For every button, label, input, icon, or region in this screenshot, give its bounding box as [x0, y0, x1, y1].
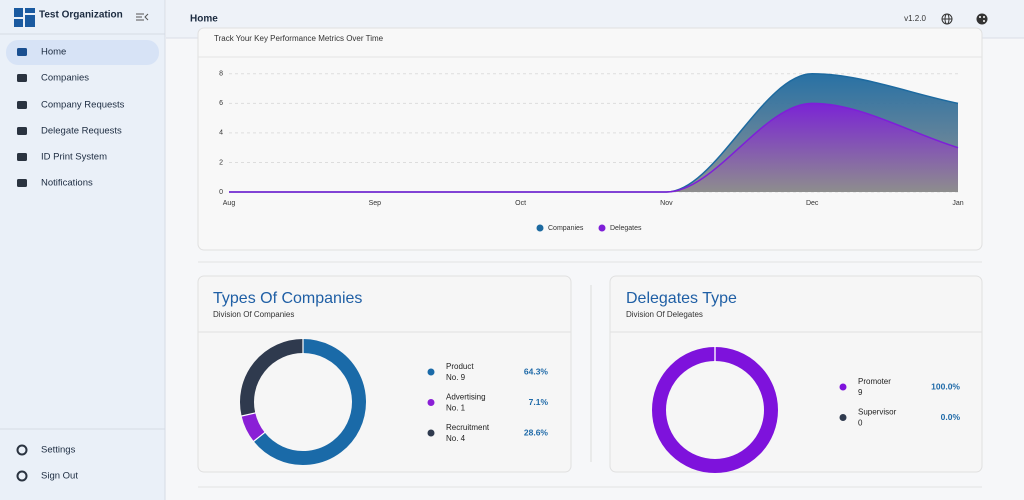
theme-icon[interactable] [976, 13, 988, 25]
sidebar [0, 0, 165, 500]
donut-segment [241, 412, 265, 442]
nav-icon [16, 444, 28, 456]
legend-count: No. 9 [446, 373, 466, 382]
nav-item[interactable]: Delegate Requests [41, 126, 122, 137]
card [197, 275, 572, 473]
card-title: Delegates Type [626, 290, 737, 307]
nav-active [6, 40, 159, 65]
legend-count: No. 1 [446, 404, 466, 413]
logo [14, 8, 35, 27]
nav-item[interactable]: Notifications [41, 178, 93, 189]
legend-label: Promoter [858, 377, 891, 386]
nav-item[interactable]: Settings [41, 445, 76, 456]
nav-item[interactable]: Home [41, 47, 66, 58]
legend-marker [839, 414, 847, 421]
legend-percent: 28.6% [524, 427, 549, 437]
legend-percent: 64.3% [524, 366, 549, 376]
card-subtitle: Division Of Companies [213, 310, 294, 319]
x-tick-label: Nov [660, 200, 673, 207]
card-subtitle: Division Of Delegates [626, 310, 703, 319]
org-name: Test Organization [39, 10, 123, 21]
nav-icon [17, 179, 27, 187]
legend-marker [598, 224, 606, 232]
legend-count: 0 [858, 419, 863, 428]
x-tick-label: Oct [515, 200, 526, 207]
legend-label: Delegates [610, 225, 642, 232]
y-tick-label: 4 [219, 130, 223, 137]
segment-separator [252, 431, 266, 443]
card-title: Types Of Companies [213, 290, 362, 307]
legend-marker [427, 399, 435, 406]
y-tick-label: 8 [219, 71, 223, 78]
legend-label: Advertising [446, 393, 486, 402]
language-icon[interactable] [941, 13, 953, 25]
donut-segment [253, 339, 366, 465]
nav-icon [16, 470, 28, 482]
x-tick-label: Jan [952, 200, 963, 207]
line [228, 102, 959, 193]
nav-icon [17, 48, 27, 56]
legend-marker [427, 368, 435, 376]
x-tick-label: Sep [369, 200, 382, 207]
legend-count: 9 [858, 388, 863, 397]
page-title: Home [190, 14, 218, 25]
x-tick-label: Aug [223, 200, 236, 207]
area [229, 103, 958, 192]
legend-label: Supervisor [858, 408, 897, 417]
card [609, 275, 983, 473]
chart-subtitle: Track Your Key Performance Metrics Over … [214, 34, 384, 43]
legend-marker [536, 224, 544, 232]
x-tick-label: Dec [806, 200, 819, 207]
nav-icon [17, 127, 27, 135]
legend-percent: 0.0% [941, 412, 961, 422]
legend-percent: 100.0% [931, 381, 960, 391]
legend-label: Companies [548, 225, 584, 232]
y-tick-label: 6 [219, 100, 223, 107]
legend-count: No. 4 [446, 434, 466, 443]
version: v1.2.0 [904, 14, 926, 23]
nav-item[interactable]: ID Print System [41, 152, 107, 163]
nav-icon [17, 74, 27, 82]
nav-item[interactable]: Company Requests [41, 100, 125, 111]
donut-segment [240, 339, 304, 417]
nav-icon [17, 153, 27, 161]
nav-item[interactable]: Companies [41, 73, 89, 84]
y-tick-label: 2 [219, 159, 223, 166]
legend-label: Product [446, 362, 474, 371]
nav-icon [17, 101, 27, 109]
legend-percent: 7.1% [529, 397, 549, 407]
segment-separator [240, 412, 257, 417]
y-tick-label: 0 [219, 189, 223, 196]
legend-marker [839, 383, 847, 391]
legend-marker [427, 429, 435, 437]
collapse-icon[interactable] [136, 13, 149, 21]
nav-item[interactable]: Sign Out [41, 471, 78, 482]
donut-segment [652, 347, 778, 474]
legend-label: Recruitment [446, 423, 490, 432]
